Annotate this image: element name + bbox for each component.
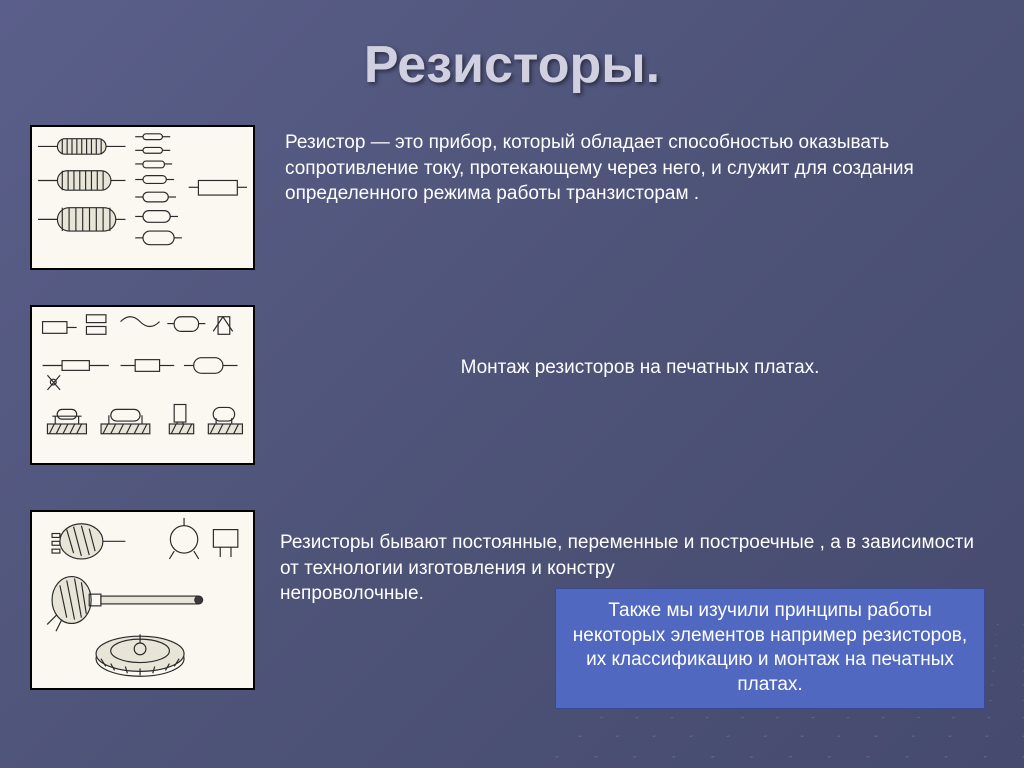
definition-text: Резистор — это прибор, который обладает … xyxy=(285,130,985,207)
summary-callout: Также мы изучили принципы работы некотор… xyxy=(555,588,985,709)
figure-pcb-mounting xyxy=(30,305,255,465)
figure-variable-resistors xyxy=(30,510,255,690)
slide-title: Резисторы. xyxy=(364,35,660,95)
figure-resistor-types xyxy=(30,125,255,270)
mounting-text: Монтаж резисторов на печатных платах. xyxy=(290,355,990,381)
